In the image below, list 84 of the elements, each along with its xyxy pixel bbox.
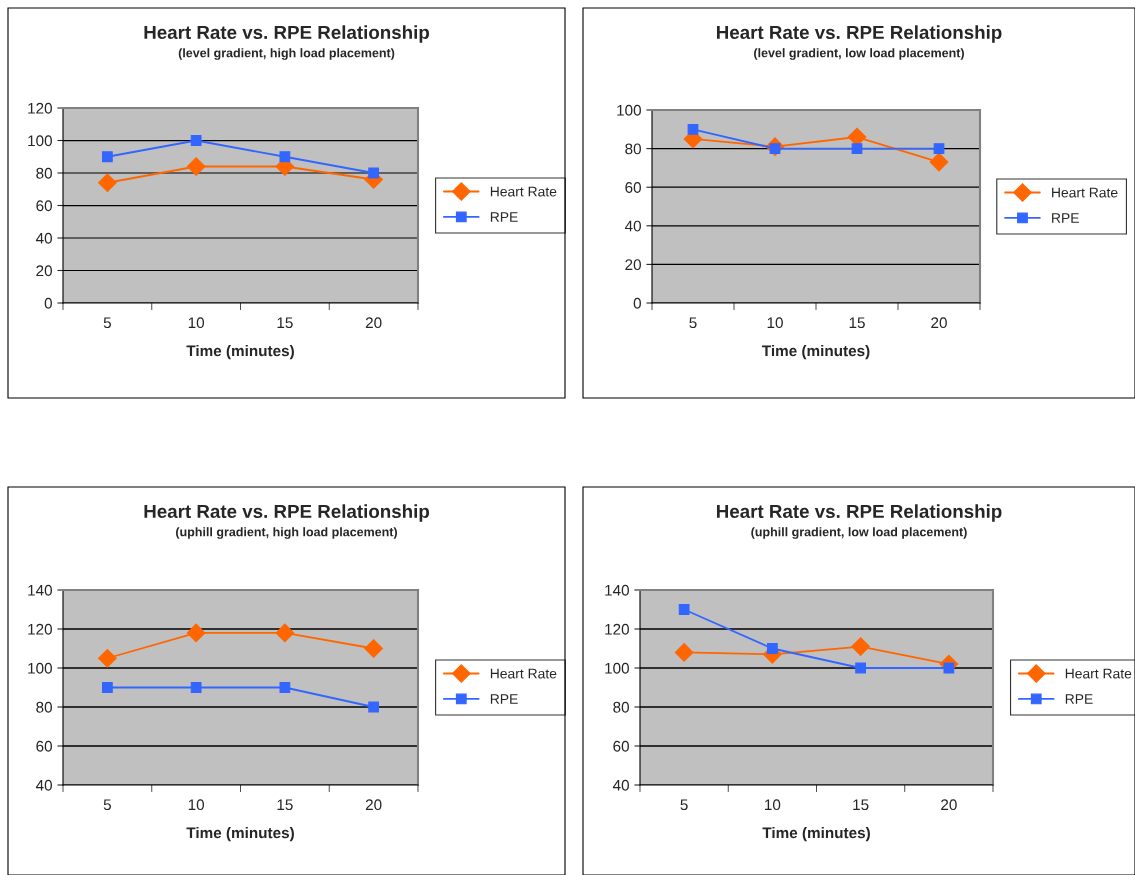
x-axis-title: Time (minutes) [761,345,870,360]
x-tick-label: 20 [941,799,957,811]
x-tick-label: 10 [188,317,205,329]
point [98,648,117,668]
y-tick-label: 140 [28,584,52,596]
chart-subtitle: (level gradient, high load placement) [178,48,395,60]
y-tick-label: 40 [35,779,52,791]
y-tick-label: 20 [625,259,641,271]
y-tick-label: 140 [605,584,629,596]
point [855,662,867,674]
legend-label: Heart Rate [1065,668,1132,679]
legend-label: Heart Rate [490,186,557,197]
x-tick-label: 10 [188,799,205,811]
point [101,682,113,693]
y-tick-label: 60 [36,200,52,212]
y-tick-label: 120 [28,623,52,635]
y-tick-label: 120 [28,102,52,114]
point [364,639,383,658]
chart-title: Heart Rate vs. RPE Relationship [144,504,430,522]
x-tick-label: 10 [767,317,783,329]
y-tick-label: 100 [28,135,52,147]
point [190,135,202,146]
point [186,623,206,643]
point [368,167,380,179]
point [101,151,113,163]
y-tick-label: 80 [625,143,641,155]
x-tick-label: 15 [849,317,865,329]
x-tick-label: 20 [931,317,947,329]
point [687,123,699,135]
point [766,643,778,654]
chart-subtitle: (level gradient, low load placement) [754,48,964,60]
x-tick-label: 5 [103,317,111,329]
x-axis-title: Time (minutes) [186,827,294,842]
x-tick-label: 5 [103,799,111,811]
x-tick-label: 5 [689,317,697,329]
y-tick-label: 100 [605,662,629,674]
y-tick-label: 80 [36,167,52,179]
y-tick-label: 60 [613,740,629,752]
legend-label: Heart Rate [1052,187,1118,198]
legend-label: RPE [1052,213,1079,223]
y-tick-label: 60 [625,182,641,193]
y-tick-label: 80 [613,701,629,713]
y-tick-label: 0 [633,297,641,309]
legend-label: RPE [1065,694,1093,704]
point [678,604,690,615]
legend-label: Heart Rate [490,668,557,679]
x-tick-label: 20 [365,317,382,329]
x-axis-title: Time (minutes) [186,345,294,360]
x-tick-label: 15 [277,317,293,329]
point [674,643,694,662]
y-tick-label: 40 [624,220,641,232]
point [186,157,206,176]
legend-label: RPE [490,212,518,222]
legend-label: RPE [490,694,518,704]
x-tick-label: 15 [277,799,293,811]
y-tick-label: 0 [44,297,52,309]
point [929,152,949,172]
chart-subtitle: (uphill gradient, low load placement) [751,527,967,539]
chart-title: Heart Rate vs. RPE Relationship [716,504,1002,522]
point [851,143,863,154]
y-tick-label: 40 [612,779,629,791]
y-tick-label: 100 [28,662,52,674]
x-tick-label: 20 [365,799,382,811]
chart-title: Heart Rate vs. RPE Relationship [144,25,430,43]
point [933,143,945,154]
y-tick-label: 40 [35,232,52,244]
chart-subtitle: (uphill gradient, high load placement) [176,527,397,539]
y-tick-label: 120 [605,623,629,635]
chart-title: Heart Rate vs. RPE Relationship [716,25,1002,43]
x-tick-label: 15 [853,799,869,811]
y-tick-label: 100 [617,104,641,116]
x-tick-label: 10 [765,799,781,811]
point [279,151,291,163]
point [98,173,117,193]
x-axis-title: Time (minutes) [762,827,870,842]
y-tick-label: 80 [36,701,52,713]
point [279,682,291,693]
y-tick-label: 20 [36,265,52,277]
point [275,623,295,643]
y-tick-label: 60 [36,740,52,752]
point [851,637,870,656]
point [368,701,380,713]
point [190,682,202,693]
x-tick-label: 5 [680,799,688,811]
